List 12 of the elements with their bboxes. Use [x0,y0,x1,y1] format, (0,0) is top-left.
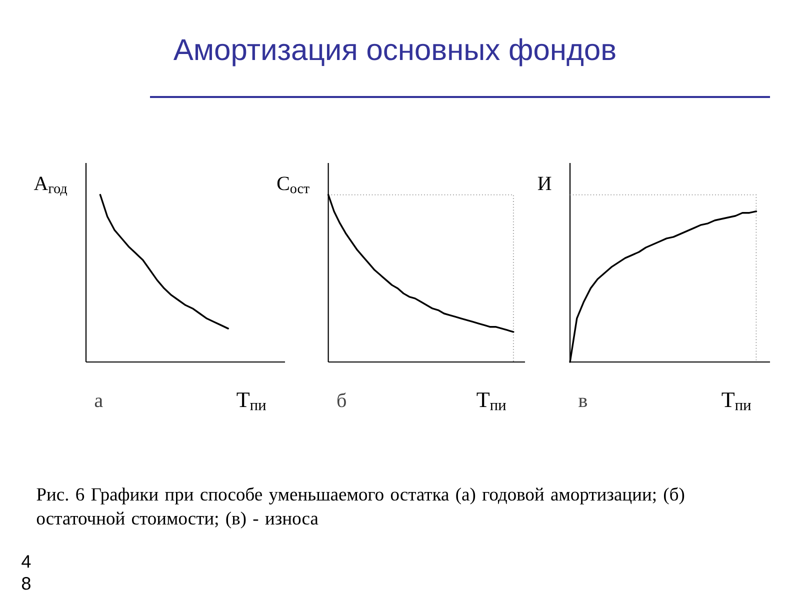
x-axis-title: Т$_{пи}$ [236,392,266,410]
y-axis-title: А$_{год}$ [34,176,67,196]
text: Рис. 6 Графики при способе уменьшаемого остатка (а) годовой амортизации; (б) остаточной стоимости; (в) - износа [36,487,684,528]
text: а [94,398,103,408]
y-axis-title: С$_{ост}$ [277,176,310,194]
x-axis-title: Т$_{пи}$ [476,392,506,410]
text: б [337,392,346,408]
text: 48 [22,555,31,590]
text: в [578,398,587,407]
y-axis-title: И [538,176,552,190]
x-axis-title: Т$_{пи}$ [722,392,751,410]
text: Амортизация основных фондов [173,38,616,66]
